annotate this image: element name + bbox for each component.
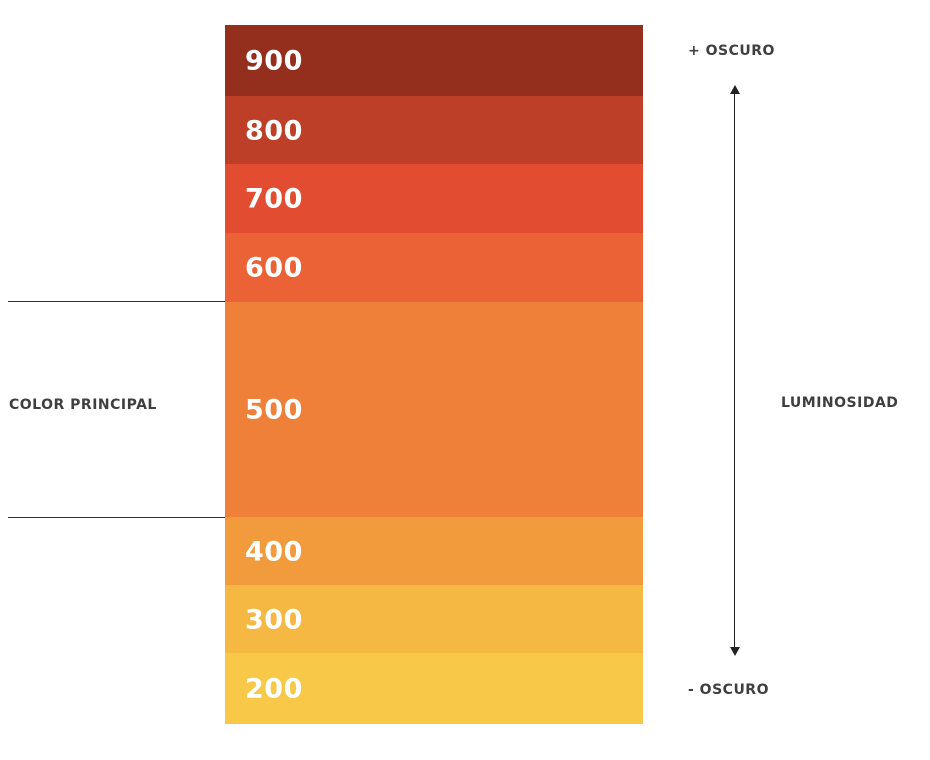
swatch-label-600: 600 bbox=[245, 252, 303, 284]
swatch-label-300: 300 bbox=[245, 604, 303, 635]
lighter-label: - OSCURO bbox=[688, 682, 769, 698]
swatch-label-500: 500 bbox=[245, 394, 303, 426]
darker-label: + OSCURO bbox=[688, 43, 775, 59]
principal-lower-rule bbox=[8, 517, 225, 518]
principal-label: COLOR PRINCIPAL bbox=[9, 397, 157, 413]
arrow-down-icon bbox=[730, 647, 740, 656]
swatch-label-700: 700 bbox=[245, 183, 303, 215]
swatch-label-400: 400 bbox=[245, 536, 303, 567]
swatch-600: 600 bbox=[225, 233, 643, 303]
arrow-up-icon bbox=[730, 85, 740, 94]
swatch-label-900: 900 bbox=[245, 45, 303, 77]
principal-upper-rule bbox=[8, 301, 225, 302]
swatch-label-800: 800 bbox=[245, 115, 303, 146]
luminosity-label: LUMINOSIDAD bbox=[781, 395, 899, 411]
swatch-800: 800 bbox=[225, 96, 643, 165]
swatch-400: 400 bbox=[225, 517, 643, 586]
color-palette: 900 800 700 600 500 400 300 200 bbox=[225, 25, 643, 724]
swatch-300: 300 bbox=[225, 585, 643, 654]
swatch-500: 500 bbox=[225, 302, 643, 518]
swatch-700: 700 bbox=[225, 164, 643, 234]
swatch-label-200: 200 bbox=[245, 673, 303, 704]
swatch-900: 900 bbox=[225, 25, 643, 97]
luminosity-axis-line bbox=[734, 92, 735, 648]
swatch-200: 200 bbox=[225, 653, 643, 724]
